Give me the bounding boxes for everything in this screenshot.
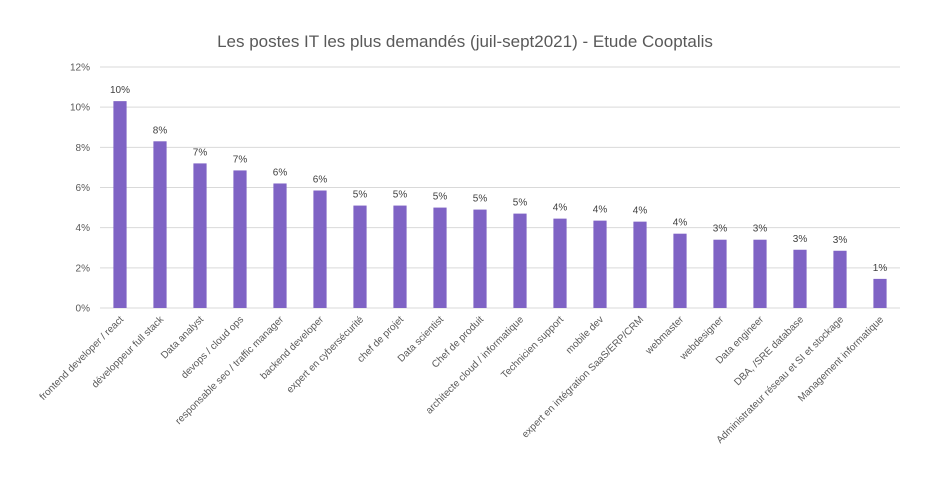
data-label: 6% xyxy=(273,167,288,178)
x-tick-label: DBA, /SRE database xyxy=(732,314,806,388)
data-label: 5% xyxy=(473,194,488,205)
bar xyxy=(393,205,407,308)
y-tick-label: 12% xyxy=(70,63,90,74)
bar xyxy=(553,218,567,308)
x-tick-label: Management informatique xyxy=(796,314,886,404)
data-label: 5% xyxy=(353,190,368,201)
data-label: 4% xyxy=(673,218,688,229)
x-tick-label: mobile dev xyxy=(564,314,606,356)
data-label: 5% xyxy=(513,198,528,209)
bar xyxy=(513,213,527,308)
x-tick-label: expert en cybersécurité xyxy=(285,314,367,396)
bar xyxy=(153,141,167,308)
data-label: 4% xyxy=(553,203,568,214)
bar xyxy=(793,249,807,308)
bar xyxy=(833,250,847,308)
data-label: 6% xyxy=(313,175,328,186)
chart-title: Les postes IT les plus demandés (juil-se… xyxy=(217,32,713,51)
bar xyxy=(873,278,887,308)
data-label: 3% xyxy=(713,224,728,235)
bar xyxy=(313,190,327,308)
bar xyxy=(673,233,687,308)
bar xyxy=(113,101,127,309)
data-label: 3% xyxy=(793,234,808,245)
y-tick-label: 4% xyxy=(76,223,91,234)
y-tick-label: 0% xyxy=(76,304,91,315)
data-label: 3% xyxy=(753,224,768,235)
bars xyxy=(113,101,887,309)
data-label: 4% xyxy=(593,205,608,216)
bar xyxy=(233,170,247,308)
gridlines xyxy=(100,66,900,309)
y-tick-label: 8% xyxy=(76,143,91,154)
data-label: 5% xyxy=(393,190,408,201)
bar xyxy=(753,239,767,308)
bar xyxy=(193,163,207,308)
data-label: 7% xyxy=(233,154,248,165)
data-label: 7% xyxy=(193,147,208,158)
data-label: 5% xyxy=(433,192,448,203)
bar xyxy=(273,183,287,308)
y-axis-ticks: 0% 2% 4% 6% 8% 10% 12% xyxy=(70,63,90,315)
y-tick-label: 10% xyxy=(70,103,90,114)
data-labels: 10% 8% 7% 7% 6% 6% 5% 5% 5% 5% 5% 4% 4% 4% 4% 3% 3% 3% 3% 1… xyxy=(110,85,887,274)
data-label: 4% xyxy=(633,206,648,217)
bar xyxy=(713,239,727,308)
data-label: 10% xyxy=(110,85,130,96)
bar xyxy=(433,207,447,308)
bar xyxy=(473,209,487,308)
y-tick-label: 6% xyxy=(76,183,91,194)
data-label: 1% xyxy=(873,263,888,274)
x-tick-label: webmaster xyxy=(643,314,687,358)
x-tick-label: développeur full stack xyxy=(90,314,167,391)
data-label: 3% xyxy=(833,235,848,246)
data-label: 8% xyxy=(153,125,168,136)
bar xyxy=(353,205,367,308)
bar xyxy=(593,220,607,308)
y-tick-label: 2% xyxy=(76,263,91,274)
bar xyxy=(633,221,647,308)
